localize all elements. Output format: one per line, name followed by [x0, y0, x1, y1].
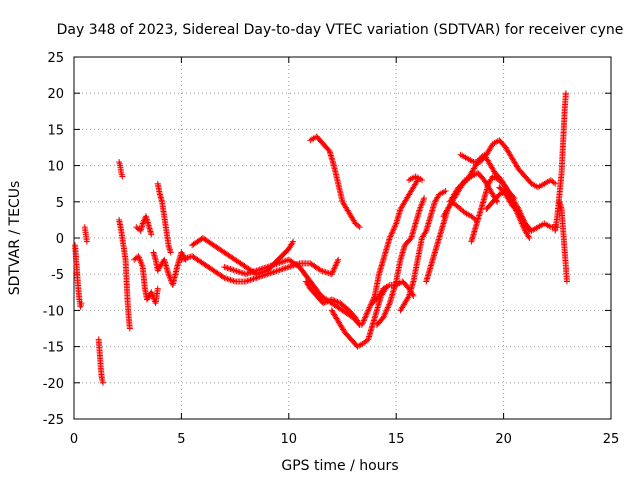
series-track-t13: [302, 278, 363, 328]
y-tick-label: -5: [51, 268, 64, 283]
series-track-t18: [397, 187, 449, 314]
data-point-markers: [358, 177, 421, 328]
data-point-markers: [302, 278, 363, 328]
x-tick-label: 5: [177, 432, 185, 447]
data-point-markers: [95, 336, 106, 386]
series-track-t4: [116, 216, 133, 332]
data-point-markers: [397, 187, 449, 314]
data-point-markers: [556, 198, 570, 285]
y-tick-label: 10: [47, 160, 64, 175]
series-track-t1: [81, 224, 90, 245]
series-track-t2: [95, 336, 106, 386]
chart-title: Day 348 of 2023, Sidereal Day-to-day VTE…: [57, 22, 624, 38]
data-point-markers: [150, 249, 189, 289]
series-track-t0: [72, 242, 85, 310]
y-tick-label: -10: [43, 304, 64, 319]
data-point-markers: [116, 158, 126, 180]
series-track-t9: [178, 253, 342, 285]
series-track-t7: [150, 249, 189, 289]
x-tick-label: 15: [388, 432, 405, 447]
series-track-t28: [556, 198, 570, 285]
series-track-t12: [307, 133, 363, 231]
data-point-markers: [81, 224, 90, 245]
data-point-markers: [178, 253, 342, 285]
x-tick-label: 25: [603, 432, 620, 447]
series-track-t3: [116, 158, 126, 180]
series-track-t15: [358, 177, 421, 328]
x-axis-label: GPS time / hours: [281, 458, 398, 474]
data-point-markers: [496, 184, 533, 234]
data-point-markers: [133, 213, 155, 238]
x-tick-label: 20: [495, 432, 512, 447]
data-point-markers: [131, 253, 161, 307]
series-track-t23: [457, 137, 559, 191]
x-tick-label: 10: [281, 432, 298, 447]
axis-ticks: 0 5 10 15 20 25 25 20 15 10 5 0 -5 -10 -15 -20 -25: [43, 51, 620, 447]
series-track-t8: [154, 180, 174, 256]
data-point-markers: [457, 137, 559, 191]
data-point-markers: [552, 90, 569, 234]
series-track-t27: [552, 90, 569, 234]
y-tick-label: 0: [56, 232, 64, 247]
y-tick-label: -25: [43, 413, 64, 428]
y-axis-label: SDTVAR / TECUs: [7, 181, 23, 296]
data-point-markers: [373, 195, 428, 328]
data-point-markers: [72, 242, 85, 310]
series-track-t26: [496, 184, 533, 234]
y-tick-label: 25: [47, 51, 64, 66]
data-point-markers: [406, 173, 425, 184]
series-track-t19: [406, 173, 425, 184]
data-point-markers: [307, 133, 363, 231]
series-track-t17: [373, 195, 428, 328]
data-point-markers: [154, 180, 174, 256]
y-tick-label: 5: [56, 196, 64, 211]
series-track-t14: [328, 285, 389, 350]
y-tick-label: 15: [47, 123, 64, 138]
y-tick-label: 20: [47, 87, 64, 102]
data-point-markers: [116, 216, 133, 332]
data-point-markers: [328, 285, 389, 350]
data-points: [72, 90, 570, 386]
y-tick-label: -20: [43, 377, 64, 392]
series-track-t6: [133, 213, 155, 238]
series-track-t5: [131, 253, 161, 307]
y-tick-label: -15: [43, 341, 64, 356]
x-tick-label: 0: [70, 432, 78, 447]
